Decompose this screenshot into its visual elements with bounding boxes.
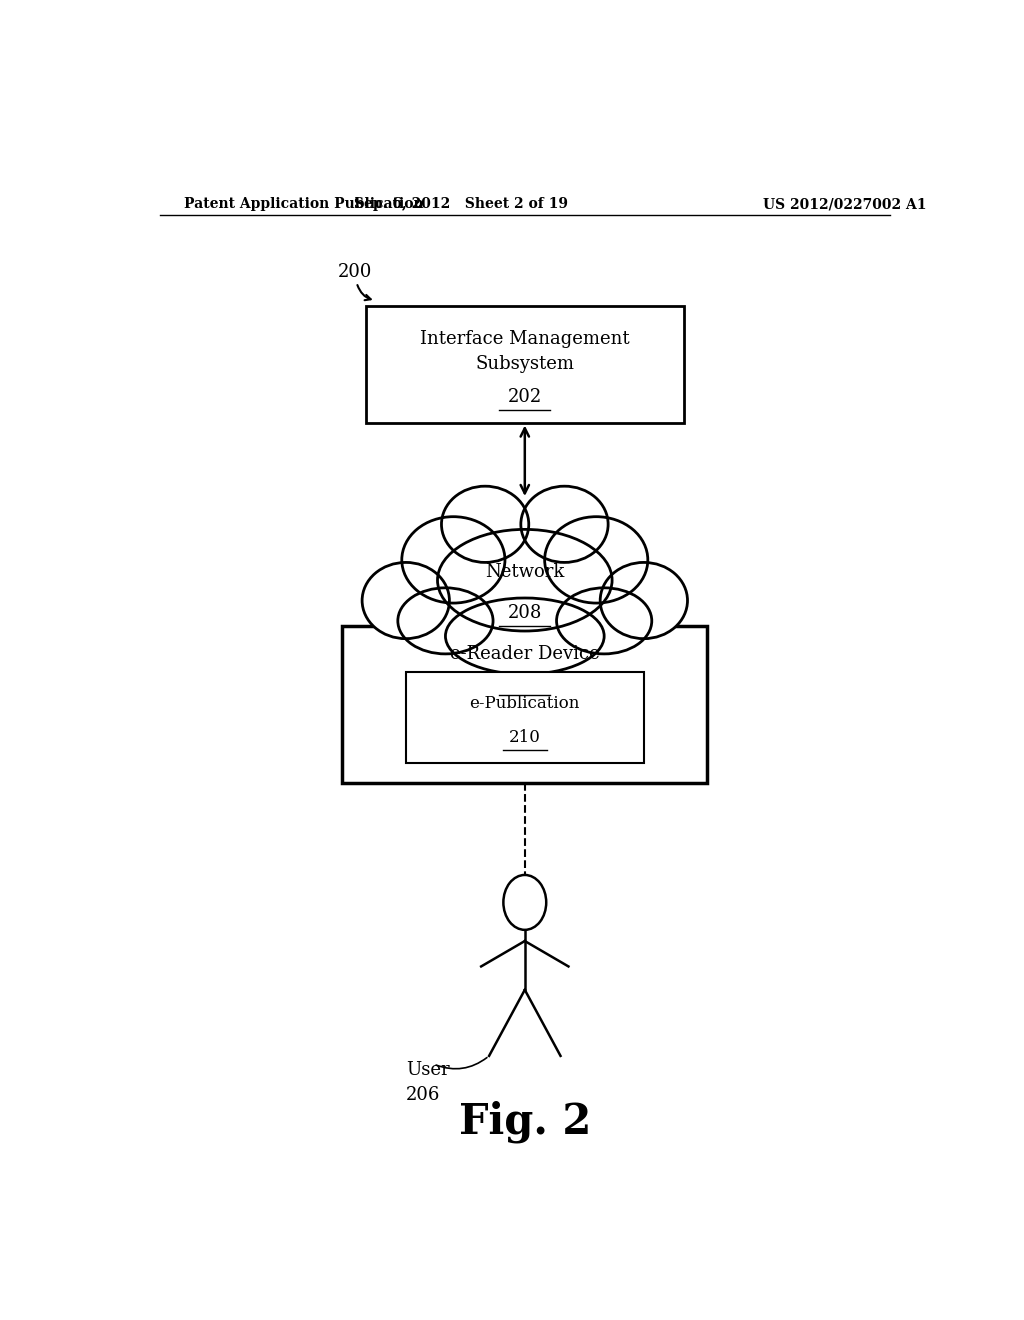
Text: 204: 204 — [508, 673, 542, 690]
Ellipse shape — [600, 562, 687, 639]
Ellipse shape — [521, 486, 608, 562]
Text: 200: 200 — [338, 263, 373, 281]
Text: 206: 206 — [406, 1086, 440, 1105]
Text: 208: 208 — [508, 603, 542, 622]
Text: Network: Network — [485, 564, 564, 581]
Text: Interface Management: Interface Management — [420, 330, 630, 347]
Bar — [367, 306, 684, 422]
Text: Fig. 2: Fig. 2 — [459, 1101, 591, 1143]
Ellipse shape — [437, 529, 612, 631]
Text: 202: 202 — [508, 388, 542, 407]
Ellipse shape — [401, 516, 505, 603]
Text: e-Publication: e-Publication — [470, 696, 580, 713]
Bar — [342, 626, 708, 784]
Ellipse shape — [441, 486, 528, 562]
Text: Subsystem: Subsystem — [475, 355, 574, 374]
Bar — [406, 672, 644, 763]
Ellipse shape — [545, 516, 648, 603]
Ellipse shape — [557, 587, 651, 653]
Text: US 2012/0227002 A1: US 2012/0227002 A1 — [763, 197, 927, 211]
Ellipse shape — [362, 562, 450, 639]
Text: Patent Application Publication: Patent Application Publication — [183, 197, 423, 211]
Text: User: User — [406, 1061, 450, 1078]
Text: 210: 210 — [509, 729, 541, 746]
Ellipse shape — [398, 587, 494, 653]
Circle shape — [504, 875, 546, 929]
Ellipse shape — [445, 598, 604, 675]
Text: e-Reader Device: e-Reader Device — [450, 645, 600, 664]
Text: Sep. 6, 2012   Sheet 2 of 19: Sep. 6, 2012 Sheet 2 of 19 — [354, 197, 568, 211]
